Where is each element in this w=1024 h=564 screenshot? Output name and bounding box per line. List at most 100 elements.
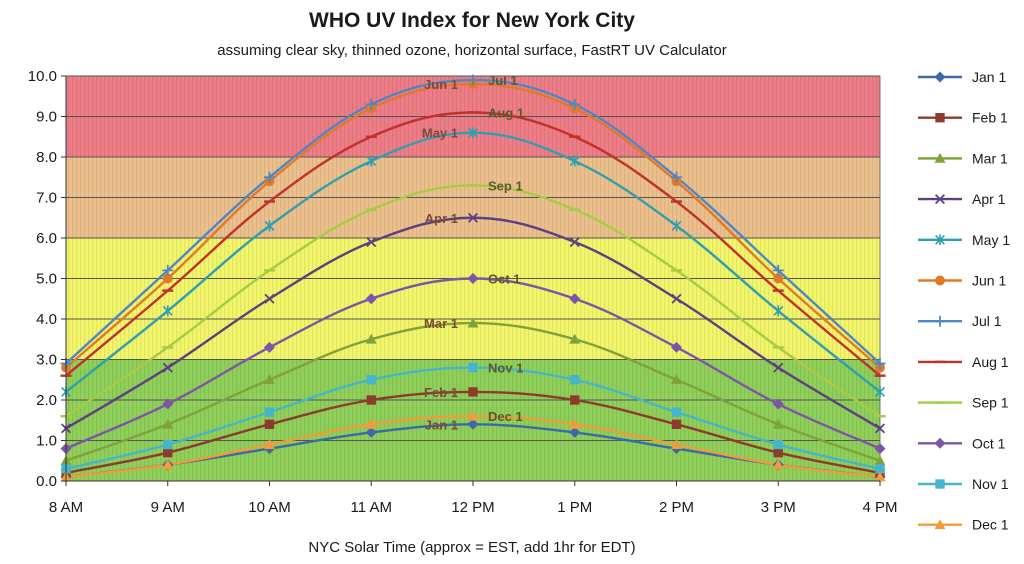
legend: Jan 1 Feb 1 Mar 1 Apr 1 May 1 Jun 1 Jul 1 Aug 1… [918,69,1010,533]
data-point-dec-1 [569,418,581,429]
legend-label-feb-1: Feb 1 [972,110,1008,126]
data-point-apr-1 [162,362,173,373]
data-point-jun-1 [162,273,173,284]
x-tick-label: 11 AM [351,499,392,516]
legend-label-apr-1: Apr 1 [972,191,1006,207]
data-point-jul-1 [162,264,174,276]
data-point-jul-1 [264,171,275,183]
x-tick-label: 1 PM [557,499,592,516]
y-tick-label: 9.0 [36,109,57,126]
data-point-jul-1 [772,264,784,276]
data-point-jul-1 [467,74,479,86]
series-markers [60,74,886,483]
data-point-feb-1 [366,395,376,405]
data-point-dec-1 [671,439,682,449]
data-point-may-1 [671,220,682,232]
legend-marker-jan-1 [934,71,946,83]
legend-marker-dec-1 [934,519,946,530]
data-point-feb-1 [468,387,478,397]
data-point-jan-1 [365,426,377,438]
y-axis: 0.0 1.0 2.0 3.0 4.0 5.0 6.0 7.0 8.0 9.0 10.0 [28,68,67,490]
data-point-mar-1 [467,317,479,328]
legend-marker-mar-1 [934,152,946,163]
data-point-jan-1 [569,426,581,438]
data-point-oct-1 [671,341,682,353]
data-point-feb-1 [163,447,173,458]
series-annotation: Apr 1 [425,211,458,226]
x-tick-label: 3 PM [761,499,796,516]
data-point-may-1 [875,386,885,398]
x-tick-label: 8 AM [49,499,83,516]
series-annotation: Jan 1 [425,417,458,432]
data-point-mar-1 [874,455,886,466]
data-point-mar-1 [772,418,784,429]
legend-label-mar-1: Mar 1 [972,150,1008,166]
data-point-may-1 [162,305,173,317]
data-point-mar-1 [569,333,581,344]
series-annotation: Jun 1 [424,77,458,92]
legend-label-jul-1: Jul 1 [972,313,1002,329]
data-point-apr-1 [569,237,580,248]
data-point-apr-1 [671,293,682,304]
y-tick-label: 4.0 [36,311,57,328]
data-point-jun-1 [773,273,784,284]
data-point-jul-1 [569,98,581,110]
legend-label-aug-1: Aug 1 [972,354,1009,370]
data-point-dec-1 [162,459,174,470]
data-point-mar-1 [162,418,174,429]
data-point-nov-1 [264,407,275,417]
y-tick-label: 6.0 [36,230,57,247]
data-point-may-1 [569,155,580,167]
legend-marker-jul-1 [934,315,946,327]
data-point-oct-1 [365,293,377,305]
data-point-dec-1 [874,471,886,482]
data-point-nov-1 [366,375,376,385]
series-annotation: Oct 1 [488,272,521,287]
chart-subtitle: assuming clear sky, thinned ozone, horiz… [217,42,726,59]
data-point-may-1 [264,220,275,232]
data-point-may-1 [366,155,377,167]
y-tick-label: 0.0 [36,473,57,490]
data-point-nov-1 [163,439,173,450]
series-annotation: Sep 1 [488,178,523,193]
data-point-oct-1 [874,443,886,455]
data-point-may-1 [773,305,784,317]
x-tick-label: 4 PM [862,499,897,516]
y-tick-label: 1.0 [36,433,57,450]
data-point-feb-1 [773,447,783,458]
data-point-oct-1 [162,398,174,410]
data-point-jul-1 [365,98,377,110]
data-point-may-1 [468,127,478,139]
data-point-apr-1 [467,212,479,223]
legend-marker-feb-1 [935,113,945,123]
y-tick-label: 5.0 [36,271,57,288]
risk-band-texture-1 [66,238,880,360]
data-point-jul-1 [874,358,886,370]
data-point-oct-1 [772,398,784,410]
legend-label-nov-1: Nov 1 [972,476,1009,492]
data-point-apr-1 [264,293,275,304]
data-point-oct-1 [467,273,479,284]
data-point-nov-1 [570,375,580,385]
legend-marker-nov-1 [935,479,945,489]
data-point-dec-1 [365,418,377,429]
data-point-oct-1 [264,341,275,353]
y-tick-label: 3.0 [36,352,57,369]
legend-label-oct-1: Oct 1 [972,435,1006,451]
data-point-dec-1 [467,410,479,421]
data-point-apr-1 [874,423,886,434]
data-point-feb-1 [264,419,275,429]
legend-label-jun-1: Jun 1 [972,273,1006,289]
y-tick-label: 2.0 [36,392,57,409]
series-annotations: Jun 1 Jul 1 Aug 1 May 1 Sep 1 Apr 1 Oct 1 Mar 1… [422,73,524,432]
data-point-nov-1 [875,464,885,474]
data-point-mar-1 [365,333,377,344]
data-point-dec-1 [772,459,784,470]
legend-marker-apr-1 [934,194,946,205]
series-annotation: Aug 1 [488,105,524,120]
legend-marker-oct-1 [934,437,946,449]
legend-label-may-1: May 1 [972,232,1010,248]
data-point-nov-1 [468,362,478,373]
